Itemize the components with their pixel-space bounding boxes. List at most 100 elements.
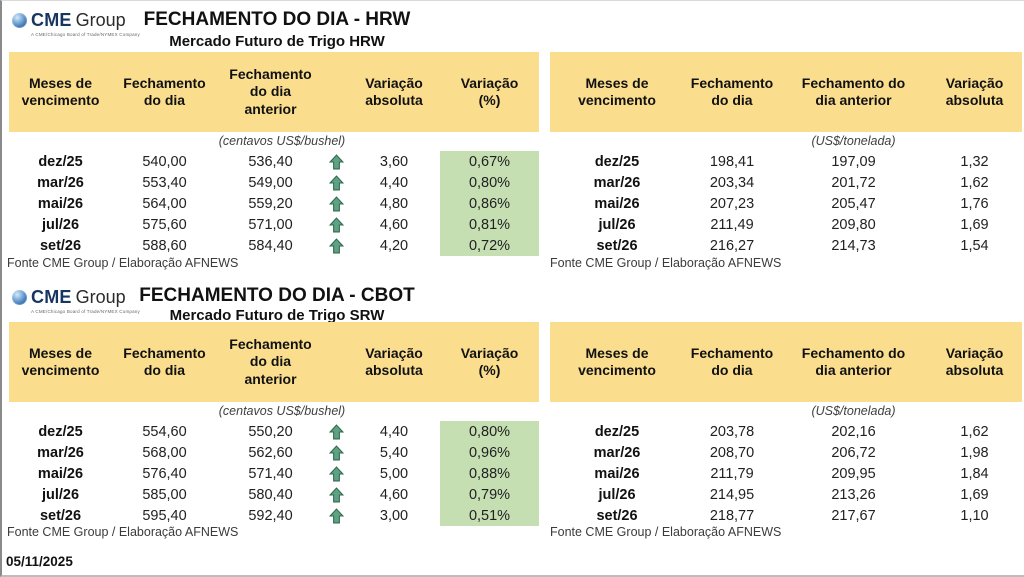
pct-change-cell: 0,80% bbox=[440, 421, 539, 442]
up-arrow-icon bbox=[324, 235, 348, 256]
up-arrow-icon bbox=[324, 214, 348, 235]
col-header-close: Fechamento do dia bbox=[123, 344, 206, 378]
abs-change-cell: 4,20 bbox=[379, 237, 409, 254]
abs-change-cell: 1,84 bbox=[960, 465, 989, 482]
abs-change-cell: 1,32 bbox=[960, 153, 989, 170]
cbot-bushel-table: dez/25 554,60 550,20 4,40 0,80% mar/26 5… bbox=[9, 421, 539, 526]
abs-change-cell: 4,40 bbox=[379, 423, 409, 440]
hrw-tonne-header: Meses de vencimento Fechamento do dia Fe… bbox=[550, 52, 1022, 132]
abs-change-cell: 1,54 bbox=[960, 237, 989, 254]
up-arrow-icon bbox=[324, 484, 348, 505]
col-header-close: Fechamento do dia bbox=[690, 74, 774, 108]
col-header-arrow-spacer bbox=[324, 52, 348, 132]
cme-globe-icon bbox=[12, 13, 27, 28]
logo-tagline: A CME/Chicago Board of Trade/NYMEX Compa… bbox=[31, 32, 140, 37]
pct-change-cell: 0,72% bbox=[440, 235, 539, 256]
month-cell: mar/26 bbox=[593, 444, 641, 461]
month-cell: set/26 bbox=[39, 507, 82, 524]
unit-label-tonne: (US$/tonelada) bbox=[811, 404, 896, 418]
close-cell: 564,00 bbox=[142, 195, 187, 212]
up-arrow-icon bbox=[324, 463, 348, 484]
abs-change-cell: 4,60 bbox=[379, 216, 409, 233]
logo-brand-bold: CME bbox=[31, 10, 72, 30]
prev-close-cell: 205,47 bbox=[831, 195, 876, 212]
prev-close-cell: 580,40 bbox=[248, 486, 293, 503]
abs-change-cell: 1,62 bbox=[960, 423, 989, 440]
col-header-abs: Variação absoluta bbox=[945, 74, 1004, 108]
report-date: 05/11/2025 bbox=[6, 554, 73, 569]
month-cell: jul/26 bbox=[598, 486, 636, 503]
pct-change-cell: 0,81% bbox=[440, 214, 539, 235]
month-cell: dez/25 bbox=[38, 423, 83, 440]
month-cell: mai/26 bbox=[37, 195, 84, 212]
col-header-arrow-spacer bbox=[324, 322, 348, 402]
up-arrow-icon bbox=[324, 151, 348, 172]
close-cell: 595,40 bbox=[142, 507, 187, 524]
close-cell: 198,41 bbox=[709, 153, 755, 170]
cbot-tonne-table: dez/25 203,78 202,16 1,62 mar/26 208,70 … bbox=[550, 421, 1022, 526]
month-cell: set/26 bbox=[596, 507, 638, 524]
col-header-month: Meses de vencimento bbox=[21, 74, 100, 108]
section-title-cbot: FECHAMENTO DO DIA - CBOT bbox=[139, 285, 415, 306]
close-cell: 575,60 bbox=[142, 216, 187, 233]
month-cell: jul/26 bbox=[41, 216, 80, 233]
abs-change-cell: 5,40 bbox=[379, 444, 409, 461]
up-arrow-icon bbox=[324, 172, 348, 193]
up-arrow-icon bbox=[324, 421, 348, 442]
prev-close-cell: 197,09 bbox=[831, 153, 876, 170]
prev-close-cell: 571,40 bbox=[248, 465, 293, 482]
section-subtitle-cbot: Mercado Futuro de Trigo SRW bbox=[169, 307, 385, 324]
col-header-close: Fechamento do dia bbox=[123, 74, 206, 108]
month-cell: mai/26 bbox=[594, 465, 640, 482]
month-cell: set/26 bbox=[39, 237, 82, 254]
pct-change-cell: 0,51% bbox=[440, 505, 539, 526]
logo-brand-rest: Group bbox=[75, 287, 126, 307]
prev-close-cell: 571,00 bbox=[248, 216, 293, 233]
pct-change-cell: 0,67% bbox=[440, 151, 539, 172]
pct-change-cell: 0,80% bbox=[440, 172, 539, 193]
abs-change-cell: 4,80 bbox=[379, 195, 409, 212]
prev-close-cell: 202,16 bbox=[831, 423, 876, 440]
abs-change-cell: 1,62 bbox=[960, 174, 989, 191]
prev-close-cell: 201,72 bbox=[831, 174, 876, 191]
prev-close-cell: 549,00 bbox=[248, 174, 293, 191]
section-title-hrw: FECHAMENTO DO DIA - HRW bbox=[143, 9, 411, 30]
abs-change-cell: 1,98 bbox=[960, 444, 989, 461]
logo-tagline: A CME/Chicago Board of Trade/NYMEX Compa… bbox=[31, 309, 140, 314]
up-arrow-icon bbox=[324, 442, 348, 463]
close-cell: 207,23 bbox=[709, 195, 755, 212]
up-arrow-icon bbox=[324, 193, 348, 214]
source-line: Fonte CME Group / Elaboração AFNEWS bbox=[7, 525, 239, 539]
source-line: Fonte CME Group / Elaboração AFNEWS bbox=[550, 525, 782, 539]
abs-change-cell: 1,69 bbox=[960, 486, 989, 503]
prev-close-cell: 550,20 bbox=[248, 423, 293, 440]
prev-close-cell: 536,40 bbox=[248, 153, 293, 170]
close-cell: 588,60 bbox=[142, 237, 187, 254]
col-header-abs: Variação absoluta bbox=[945, 344, 1004, 378]
col-header-close: Fechamento do dia bbox=[690, 344, 774, 378]
logo-brand-bold: CME bbox=[31, 287, 72, 307]
pct-change-cell: 0,79% bbox=[440, 484, 539, 505]
prev-close-cell: 214,73 bbox=[831, 237, 876, 254]
prev-close-cell: 213,26 bbox=[831, 486, 876, 503]
col-header-prev: Fechamento do dia anterior bbox=[801, 344, 906, 378]
col-header-month: Meses de vencimento bbox=[578, 74, 656, 108]
abs-change-cell: 4,40 bbox=[379, 174, 409, 191]
abs-change-cell: 1,10 bbox=[960, 507, 989, 524]
prev-close-cell: 209,95 bbox=[831, 465, 876, 482]
close-cell: 216,27 bbox=[709, 237, 755, 254]
unit-label-bushel: (centavos US$/bushel) bbox=[218, 134, 346, 148]
month-cell: mar/26 bbox=[593, 174, 641, 191]
unit-label-tonne: (US$/tonelada) bbox=[811, 134, 896, 148]
col-header-pct: Variação (%) bbox=[460, 344, 519, 378]
col-header-abs: Variação absoluta bbox=[365, 74, 423, 108]
col-header-prev: Fechamento do dia anterior bbox=[801, 74, 906, 108]
section-subtitle-hrw: Mercado Futuro de Trigo HRW bbox=[169, 33, 385, 50]
abs-change-cell: 5,00 bbox=[379, 465, 409, 482]
abs-change-cell: 1,69 bbox=[960, 216, 989, 233]
abs-change-cell: 3,60 bbox=[379, 153, 409, 170]
month-cell: mai/26 bbox=[594, 195, 640, 212]
close-cell: 203,78 bbox=[709, 423, 755, 440]
month-cell: mar/26 bbox=[37, 174, 84, 191]
